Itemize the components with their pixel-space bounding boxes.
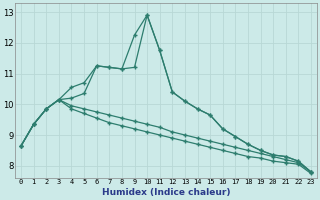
X-axis label: Humidex (Indice chaleur): Humidex (Indice chaleur) [102, 188, 230, 197]
